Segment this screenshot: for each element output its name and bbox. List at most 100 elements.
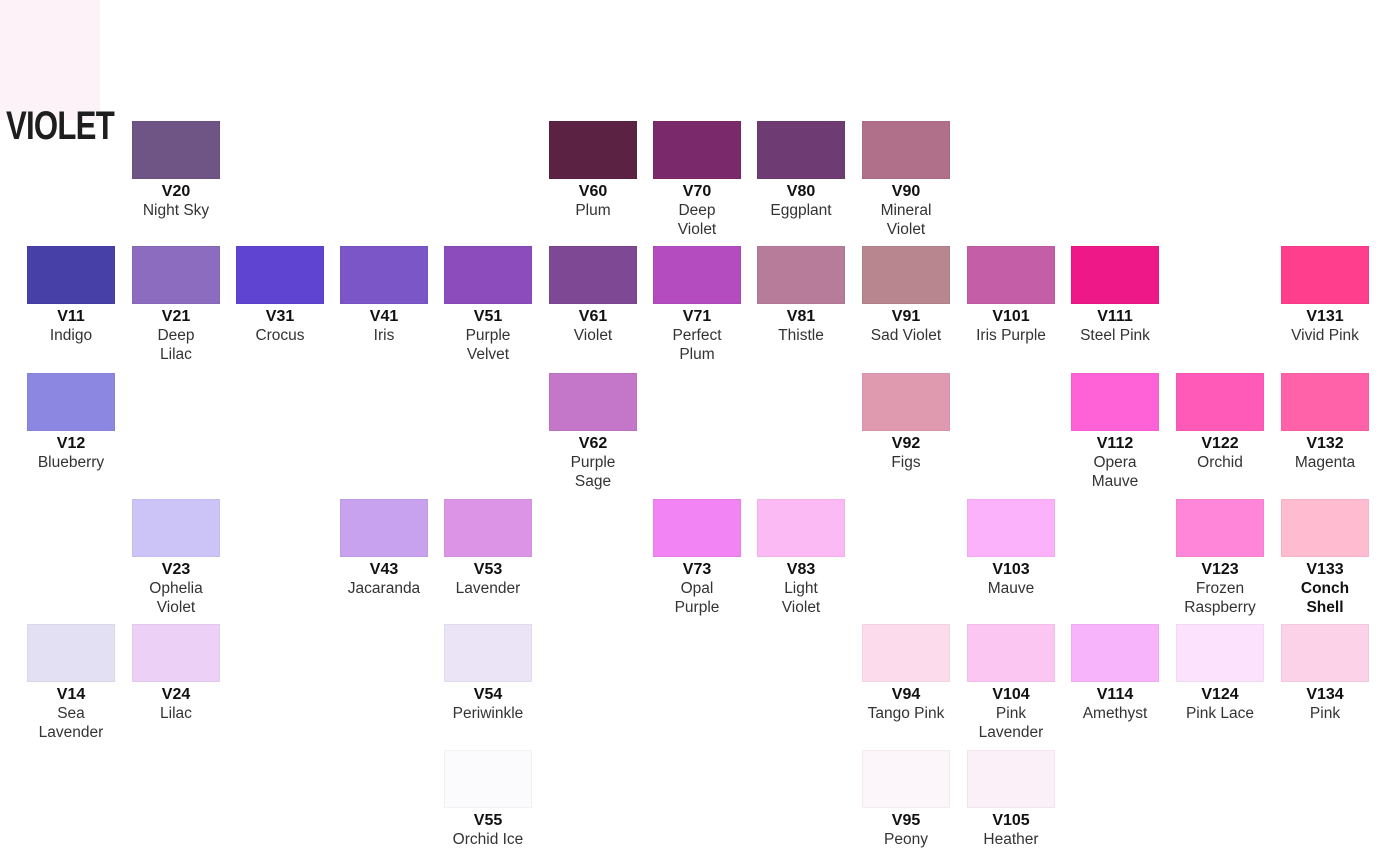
color-chip bbox=[444, 246, 532, 304]
swatch-code: V132 bbox=[1306, 435, 1344, 452]
swatch-code: V55 bbox=[473, 812, 503, 829]
color-chip bbox=[1071, 624, 1159, 682]
swatch-name: Periwinkle bbox=[452, 705, 524, 722]
swatch-code: V101 bbox=[992, 308, 1030, 325]
swatch-code: V53 bbox=[473, 561, 503, 578]
swatch-v73: V73 Opal Purple bbox=[651, 499, 743, 617]
swatch-name: Light Violet bbox=[781, 580, 821, 616]
swatch-code: V71 bbox=[682, 308, 712, 325]
corner-decoration bbox=[0, 0, 100, 120]
swatch-v122: V122 Orchid bbox=[1174, 373, 1266, 472]
swatch-name: Lavender bbox=[455, 580, 521, 597]
color-chip bbox=[132, 624, 220, 682]
swatch-code: V73 bbox=[682, 561, 712, 578]
color-chip bbox=[132, 121, 220, 179]
color-chip bbox=[27, 624, 115, 682]
swatch-code: V123 bbox=[1201, 561, 1239, 578]
swatch-name: Blueberry bbox=[37, 454, 105, 471]
swatch-name: Iris Purple bbox=[976, 327, 1046, 344]
color-chip bbox=[653, 246, 741, 304]
swatch-v103: V103 Mauve bbox=[965, 499, 1057, 598]
swatch-name: Purple Velvet bbox=[465, 327, 511, 363]
swatch-v41: V41 Iris bbox=[338, 246, 430, 345]
swatch-code: V54 bbox=[473, 686, 503, 703]
swatch-code: V83 bbox=[786, 561, 816, 578]
swatch-name: Amethyst bbox=[1082, 705, 1148, 722]
swatch-name: Perfect Plum bbox=[672, 327, 722, 363]
color-chip bbox=[444, 499, 532, 557]
swatch-v95: V95 Peony bbox=[860, 750, 952, 849]
swatch-v90: V90 Mineral Violet bbox=[860, 121, 952, 239]
swatch-code: V61 bbox=[578, 308, 608, 325]
swatch-v92: V92 Figs bbox=[860, 373, 952, 472]
swatch-name: Vivid Pink bbox=[1291, 327, 1359, 344]
swatch-code: V92 bbox=[891, 435, 921, 452]
swatch-code: V31 bbox=[265, 308, 295, 325]
swatch-name: Eggplant bbox=[770, 202, 832, 219]
color-chip bbox=[862, 246, 950, 304]
color-chip bbox=[549, 121, 637, 179]
swatch-name: Lilac bbox=[160, 705, 192, 722]
swatch-v62: V62 Purple Sage bbox=[547, 373, 639, 491]
swatch-v14: V14 Sea Lavender bbox=[25, 624, 117, 742]
swatch-name: Heather bbox=[983, 831, 1039, 848]
color-chip bbox=[340, 499, 428, 557]
swatch-v20: V20 Night Sky bbox=[130, 121, 222, 220]
swatch-name: Conch Shell bbox=[1300, 580, 1350, 616]
swatch-name: Sad Violet bbox=[870, 327, 942, 344]
swatch-v91: V91 Sad Violet bbox=[860, 246, 952, 345]
swatch-v104: V104 Pink Lavender bbox=[965, 624, 1057, 742]
color-chip bbox=[27, 373, 115, 431]
swatch-name: Steel Pink bbox=[1080, 327, 1150, 344]
swatch-v94: V94 Tango Pink bbox=[860, 624, 952, 723]
color-chip bbox=[236, 246, 324, 304]
swatch-code: V24 bbox=[161, 686, 191, 703]
swatch-code: V90 bbox=[891, 183, 921, 200]
swatch-name: Ophelia Violet bbox=[149, 580, 203, 616]
swatch-code: V21 bbox=[161, 308, 191, 325]
swatch-v53: V53 Lavender bbox=[442, 499, 534, 598]
swatch-code: V70 bbox=[682, 183, 712, 200]
swatch-code: V124 bbox=[1201, 686, 1239, 703]
swatch-v61: V61 Violet bbox=[547, 246, 639, 345]
swatch-code: V122 bbox=[1201, 435, 1239, 452]
color-chip bbox=[1176, 373, 1264, 431]
swatch-name: Iris bbox=[373, 327, 395, 344]
swatch-code: V51 bbox=[473, 308, 503, 325]
swatch-v24: V24 Lilac bbox=[130, 624, 222, 723]
swatch-name: Mineral Violet bbox=[880, 202, 932, 238]
color-chip bbox=[1281, 246, 1369, 304]
swatch-v70: V70 Deep Violet bbox=[651, 121, 743, 239]
color-chip bbox=[1071, 246, 1159, 304]
swatch-code: V91 bbox=[891, 308, 921, 325]
swatch-v21: V21 Deep Lilac bbox=[130, 246, 222, 364]
color-chip bbox=[132, 499, 220, 557]
swatch-name: Orchid bbox=[1197, 454, 1243, 471]
color-chip bbox=[862, 624, 950, 682]
swatch-code: V103 bbox=[992, 561, 1030, 578]
swatch-name: Mauve bbox=[987, 580, 1035, 597]
swatch-v114: V114 Amethyst bbox=[1069, 624, 1161, 723]
swatch-code: V131 bbox=[1306, 308, 1344, 325]
swatch-name: Thistle bbox=[778, 327, 824, 344]
swatch-code: V20 bbox=[161, 183, 191, 200]
color-chip bbox=[757, 499, 845, 557]
color-chip bbox=[1071, 373, 1159, 431]
swatch-name: Crocus bbox=[255, 327, 305, 344]
swatch-code: V81 bbox=[786, 308, 816, 325]
color-chip bbox=[967, 499, 1055, 557]
swatch-v131: V131 Vivid Pink bbox=[1279, 246, 1371, 345]
swatch-name: Deep Lilac bbox=[157, 327, 195, 363]
swatch-name: Opera Mauve bbox=[1091, 454, 1139, 490]
color-chip bbox=[757, 121, 845, 179]
swatch-code: V105 bbox=[992, 812, 1030, 829]
swatch-v31: V31 Crocus bbox=[234, 246, 326, 345]
swatch-code: V133 bbox=[1306, 561, 1344, 578]
swatch-v60: V60 Plum bbox=[547, 121, 639, 220]
swatch-v12: V12 Blueberry bbox=[25, 373, 117, 472]
color-chip bbox=[549, 373, 637, 431]
swatch-name: Tango Pink bbox=[867, 705, 945, 722]
color-chip bbox=[967, 624, 1055, 682]
swatch-v132: V132 Magenta bbox=[1279, 373, 1371, 472]
swatch-name: Sea Lavender bbox=[38, 705, 104, 741]
